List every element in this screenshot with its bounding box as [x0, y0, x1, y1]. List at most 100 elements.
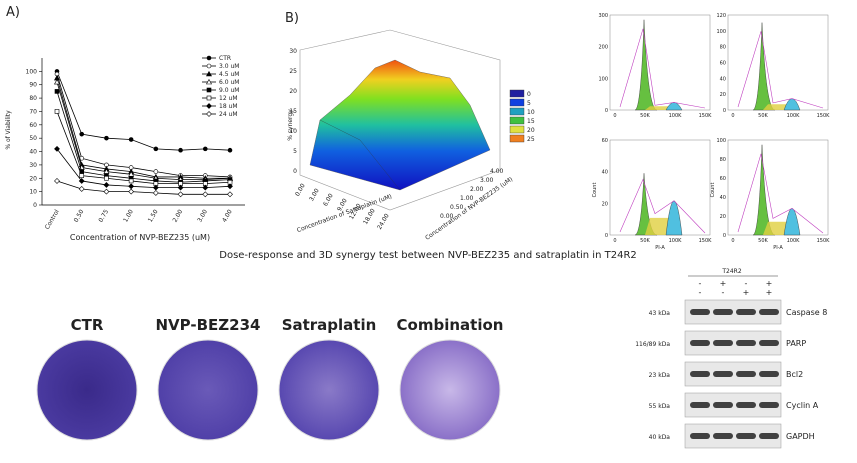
- point: [202, 184, 209, 191]
- x-tick-label: 24.00: [376, 212, 391, 231]
- band: [736, 371, 756, 377]
- x-tick-label: 6.00: [322, 192, 335, 207]
- y-tick-label: 100: [716, 29, 726, 35]
- y-tick-label: 20: [720, 214, 726, 220]
- point: [206, 87, 212, 93]
- legend-label: 12 uM: [219, 95, 238, 102]
- band-protein: GAPDH: [786, 432, 815, 441]
- legend-label: 24 uM: [219, 111, 238, 118]
- line: [56, 81, 231, 181]
- band: [690, 371, 710, 377]
- point: [128, 188, 135, 195]
- y-tick-label: 30: [29, 162, 37, 169]
- y-tick-label: 0: [723, 108, 726, 114]
- point: [202, 191, 209, 198]
- line: [56, 77, 230, 179]
- point: [53, 78, 61, 85]
- legend-swatch: [509, 125, 525, 134]
- band-protein: Bcl2: [786, 370, 803, 379]
- line: [56, 111, 231, 185]
- surface: [309, 59, 491, 191]
- point: [227, 183, 233, 190]
- y-tick-label: 20: [602, 201, 608, 207]
- g2-peak: [665, 200, 683, 236]
- x-tick-label: 150K: [817, 238, 831, 244]
- legend-label: 5: [527, 100, 531, 107]
- point: [54, 109, 60, 114]
- colony-dish: [278, 339, 380, 441]
- point: [104, 135, 109, 141]
- y-tick-label: 0: [605, 233, 608, 239]
- y-tick-label: 0.00: [440, 213, 454, 220]
- x-tick-label: 100K: [787, 113, 801, 119]
- x-tick-label: 0: [731, 113, 734, 119]
- point: [206, 95, 212, 101]
- y-tick-label: 70: [29, 108, 37, 115]
- point: [206, 103, 212, 109]
- x-tick-label: 3.00: [308, 187, 321, 202]
- point: [153, 169, 159, 174]
- colony-label: Satraplatin: [282, 316, 377, 334]
- point: [128, 178, 134, 184]
- y-axis-label: Count: [710, 183, 716, 198]
- y-axis-label: Count: [592, 183, 598, 198]
- x-tick-label: 0.50: [73, 208, 86, 223]
- legend-swatch: [509, 98, 525, 107]
- point: [227, 147, 233, 153]
- point: [128, 183, 135, 190]
- z-tick-label: 5: [293, 148, 297, 155]
- band: [759, 309, 779, 315]
- line: [56, 73, 231, 178]
- point: [103, 182, 110, 188]
- x-axis-label: PI-A: [655, 245, 665, 251]
- band: [736, 309, 756, 315]
- y-tick-label: 300: [598, 13, 608, 19]
- legend-label: 3.0 uM: [219, 63, 239, 70]
- y-tick-label: 40: [29, 149, 37, 156]
- band: [690, 309, 710, 315]
- y-tick-label: 60: [29, 122, 37, 129]
- legend-swatch: [509, 89, 525, 98]
- x-tick-label: 1.00: [122, 208, 135, 223]
- band: [713, 340, 733, 346]
- point: [177, 191, 184, 198]
- fit: [619, 178, 706, 234]
- y-tick-label: 40: [602, 170, 608, 176]
- y-tick-label: 0: [605, 108, 608, 114]
- z-tick-label: 15: [289, 108, 297, 115]
- fit: [737, 31, 824, 109]
- band-size: 23 kDa: [649, 372, 671, 379]
- legend-swatch: [509, 134, 525, 143]
- y-axis-label: % of Viability: [5, 110, 12, 150]
- point: [78, 178, 85, 184]
- fit: [737, 153, 824, 234]
- group-label: T24R2: [721, 268, 741, 275]
- y-tick-label: 100: [598, 76, 608, 82]
- panel-b-title: B): [285, 11, 299, 26]
- band-size: 55 kDa: [649, 403, 671, 410]
- legend-label: CTR: [219, 55, 231, 62]
- point: [54, 145, 60, 152]
- z-tick-label: 30: [289, 48, 297, 55]
- band: [759, 340, 779, 346]
- legend-label: 0: [527, 91, 531, 98]
- z-axis-label: % synergy: [287, 109, 294, 141]
- y-tick-label: 80: [720, 157, 726, 163]
- band: [759, 371, 779, 377]
- y-tick-label: 100: [26, 68, 38, 75]
- line: [56, 71, 231, 151]
- point: [103, 188, 110, 195]
- point: [152, 190, 159, 196]
- y-tick-label: 1.00: [460, 195, 474, 202]
- point: [104, 175, 109, 181]
- band-size: 40 kDa: [649, 434, 671, 441]
- lane-sign: +: [766, 279, 773, 288]
- x-tick-label: 100K: [669, 238, 683, 244]
- x-tick-label: Control: [44, 208, 61, 231]
- panel-a-title: A): [6, 5, 20, 20]
- line: [56, 91, 231, 183]
- point: [78, 186, 85, 192]
- z-tick-label: 20: [289, 88, 297, 95]
- y-tick-label: 100: [716, 138, 726, 144]
- z-tick-label: 0: [293, 168, 297, 175]
